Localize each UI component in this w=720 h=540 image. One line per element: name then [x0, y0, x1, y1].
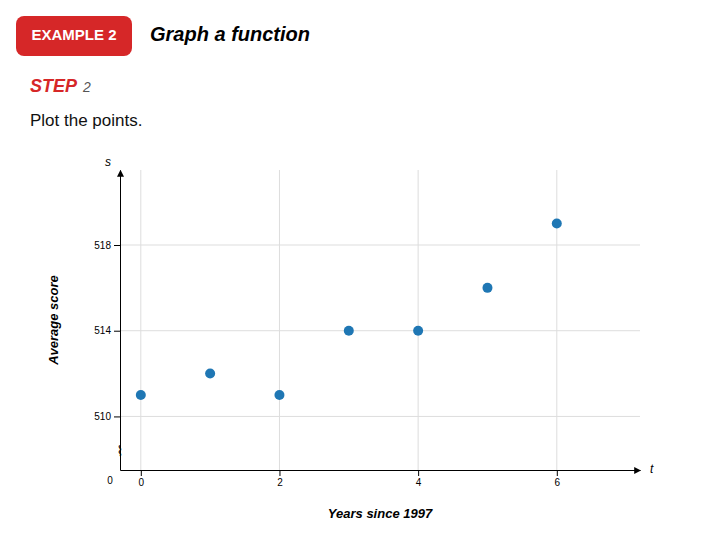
grid-line-y: [120, 245, 640, 246]
grid-line-y: [120, 416, 640, 417]
x-tick-mark: [279, 470, 280, 476]
y-tick: 510: [94, 411, 120, 422]
point: [413, 326, 423, 336]
x-axis-title: Years since 1997: [328, 506, 433, 521]
example-label: EXAMPLE 2: [31, 26, 116, 43]
step-number: 2: [82, 79, 91, 95]
x-tick-mark: [141, 470, 142, 476]
x-tick: 2: [277, 470, 283, 488]
y-tick-label: 510: [94, 411, 111, 422]
example-button: EXAMPLE 2: [16, 16, 132, 56]
y-tick-label: 518: [94, 240, 111, 251]
grid: [120, 170, 640, 470]
example-button-box: [16, 16, 132, 56]
x-axis: 0 2 4 6: [121, 470, 641, 488]
x-tick: 4: [416, 470, 422, 488]
y-tick-mark: [114, 245, 120, 246]
grid-line-x: [140, 170, 141, 470]
grid-line-y: [120, 330, 640, 331]
point: [482, 283, 492, 293]
x-axis-symbol: t: [650, 462, 654, 476]
x-tick-label: 0: [139, 477, 145, 488]
plot: 0 2 4 6 510 514 518 0 s t ⌇: [94, 155, 654, 488]
points: [136, 219, 562, 400]
point: [274, 390, 284, 400]
y-tick-mark: [114, 331, 120, 332]
x-tick: 6: [555, 470, 561, 488]
y-axis: 510 514 518: [94, 171, 120, 471]
x-tick: 0: [139, 470, 145, 488]
body-text: Plot the points.: [30, 111, 142, 130]
x-tick-label: 2: [277, 477, 283, 488]
point: [552, 219, 562, 229]
point: [136, 390, 146, 400]
y-axis-line: [120, 171, 121, 471]
grid-line-x: [279, 170, 280, 470]
point: [344, 326, 354, 336]
y-axis-symbol: s: [105, 155, 111, 169]
step-label: STEP: [30, 76, 78, 96]
y-tick: 518: [94, 240, 120, 251]
axis-break: ⌇: [117, 443, 124, 459]
grid-line-x: [418, 170, 419, 470]
x-tick-label: 6: [555, 477, 561, 488]
origin-label: 0: [107, 475, 113, 486]
title: Graph a function: [150, 23, 310, 45]
x-axis-line: [121, 470, 641, 471]
y-tick-mark: [114, 416, 120, 417]
grid-line-x: [556, 170, 557, 470]
point: [205, 369, 215, 379]
x-tick-label: 4: [416, 477, 422, 488]
y-axis-title: Average score: [46, 275, 61, 366]
chart-root: EXAMPLE 2Graph a functionSTEP2Plot the p…: [0, 0, 720, 540]
y-tick-label: 514: [94, 325, 111, 336]
x-tick-mark: [418, 470, 419, 476]
y-tick: 514: [94, 325, 120, 336]
x-tick-mark: [557, 470, 558, 476]
